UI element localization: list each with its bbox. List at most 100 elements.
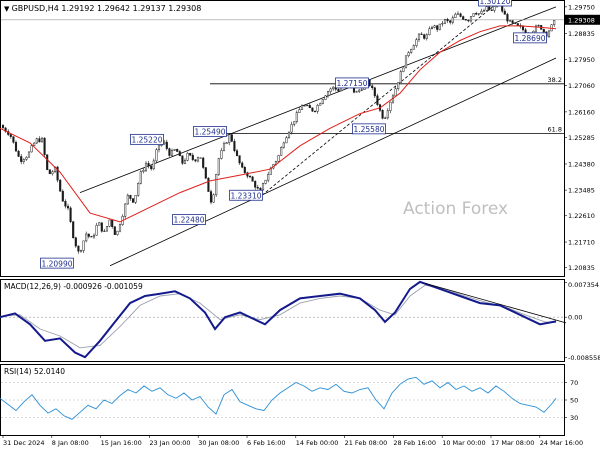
candle bbox=[51, 171, 54, 175]
price-callout: 1.27150 bbox=[336, 79, 367, 88]
y-tick-label: 1.27950 bbox=[568, 56, 595, 64]
main-panel[interactable] bbox=[0, 0, 565, 277]
candle bbox=[82, 240, 85, 251]
candle bbox=[303, 105, 306, 107]
price-callout: 1.30120 bbox=[479, 0, 510, 6]
price-callout-box bbox=[335, 77, 369, 89]
candle bbox=[168, 148, 171, 156]
candle bbox=[181, 155, 184, 164]
channel-line-1 bbox=[79, 6, 557, 193]
y-tick-label: 1.26160 bbox=[568, 108, 595, 116]
candle bbox=[358, 89, 361, 92]
candle bbox=[397, 82, 400, 90]
candle bbox=[254, 181, 257, 188]
candle bbox=[412, 45, 415, 50]
candle bbox=[100, 222, 103, 232]
dashed-trend-line bbox=[261, 2, 499, 196]
price-callout-box bbox=[193, 126, 227, 137]
candle bbox=[186, 153, 189, 161]
macd-panel[interactable] bbox=[0, 279, 565, 362]
candle bbox=[233, 141, 236, 151]
macd-plot bbox=[0, 280, 567, 359]
candle bbox=[443, 19, 447, 24]
candle bbox=[35, 138, 38, 144]
candle bbox=[137, 183, 140, 196]
candle bbox=[40, 137, 44, 143]
candle bbox=[14, 142, 18, 152]
candle bbox=[381, 110, 384, 119]
candle bbox=[243, 167, 246, 173]
candle bbox=[152, 160, 155, 170]
rsi-y-tick-label: 50 bbox=[570, 397, 578, 405]
candle bbox=[267, 174, 270, 181]
macd-label: MACD(12,26,9) -0.000926 -0.001059 bbox=[4, 282, 143, 291]
rsi-y-tick-label: 30 bbox=[570, 414, 578, 422]
candle bbox=[191, 154, 194, 160]
price-callout: 1.22480 bbox=[173, 216, 204, 225]
candle bbox=[410, 49, 413, 53]
candle bbox=[103, 230, 106, 232]
axes: 1.29750 1.28835 1.27950 1.27060 1.26160 1.252… bbox=[2, 3, 600, 447]
candle bbox=[441, 22, 444, 25]
candle bbox=[547, 30, 551, 37]
candle bbox=[85, 233, 88, 242]
candle bbox=[355, 91, 358, 93]
x-tick-label: 10 Mar 00:00 bbox=[442, 439, 485, 447]
macd-y-tick-label: -0.008558 bbox=[568, 354, 600, 362]
candle bbox=[290, 124, 293, 133]
candle bbox=[285, 137, 288, 144]
candle bbox=[534, 25, 538, 32]
candle bbox=[56, 166, 59, 181]
candle bbox=[124, 203, 127, 217]
candle bbox=[446, 19, 449, 22]
candle bbox=[407, 52, 410, 56]
candle bbox=[129, 194, 132, 199]
candle bbox=[482, 10, 486, 12]
candle bbox=[477, 13, 480, 15]
candle bbox=[488, 6, 491, 11]
x-tick-label: 14 Feb 00:00 bbox=[296, 439, 339, 447]
candle bbox=[98, 222, 101, 226]
x-tick-label: 15 Jan 16:00 bbox=[101, 439, 142, 447]
candle bbox=[25, 156, 28, 160]
candle bbox=[66, 205, 70, 209]
candle bbox=[147, 163, 150, 167]
candle bbox=[207, 177, 210, 192]
candle bbox=[506, 14, 509, 22]
candle bbox=[503, 10, 506, 15]
price-callout: 1.28690 bbox=[514, 34, 545, 43]
candle bbox=[87, 233, 90, 237]
candle bbox=[449, 20, 452, 23]
candle bbox=[324, 95, 327, 100]
candle bbox=[9, 134, 12, 137]
y-tick-label: 1.24380 bbox=[568, 160, 595, 168]
candle bbox=[436, 25, 439, 30]
y-tick-label: 1.25285 bbox=[568, 134, 595, 142]
candle bbox=[282, 142, 285, 148]
candle bbox=[360, 89, 363, 91]
candle bbox=[433, 25, 436, 28]
main-plot: 38.2 61.8 1.30120 1.28690 1.27150 1.25220 1.25… bbox=[0, 0, 564, 269]
candle bbox=[306, 105, 309, 107]
candle bbox=[553, 20, 556, 25]
candle bbox=[454, 13, 457, 18]
y-tick-label: 1.21710 bbox=[568, 239, 595, 247]
candle bbox=[490, 9, 493, 11]
candle bbox=[511, 20, 514, 24]
candle bbox=[134, 195, 137, 203]
candle bbox=[456, 13, 460, 15]
candle bbox=[280, 147, 283, 156]
candle bbox=[295, 112, 298, 122]
fib-label: 38.2 bbox=[548, 76, 562, 84]
macd-trendline bbox=[424, 282, 567, 324]
candle bbox=[308, 105, 311, 109]
candle bbox=[69, 207, 72, 222]
price-callout-box bbox=[40, 257, 74, 269]
candle bbox=[493, 6, 496, 11]
moving-average-line bbox=[0, 25, 557, 223]
candle bbox=[215, 174, 218, 196]
candle bbox=[550, 24, 553, 32]
candle bbox=[542, 29, 545, 33]
candle bbox=[329, 88, 332, 92]
